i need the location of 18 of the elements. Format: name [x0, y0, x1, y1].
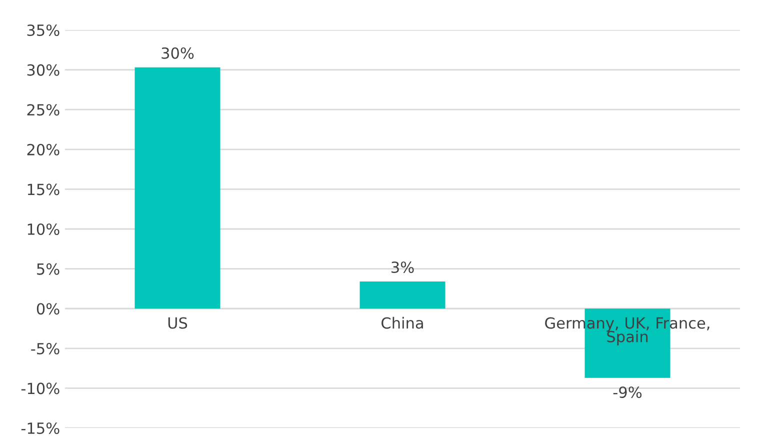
x-tick-label: China: [382, 316, 423, 329]
data-label: 30%: [162, 47, 194, 59]
y-tick-label: 35%: [27, 24, 60, 36]
y-tick-label: 15%: [28, 184, 60, 196]
x-tick-label: US: [168, 317, 188, 329]
data-label: -9%: [613, 386, 642, 398]
data-label: 3%: [392, 261, 414, 274]
y-tick-label: 25%: [27, 104, 60, 116]
y-tick-label: 20%: [27, 144, 60, 156]
y-tick-label: -5%: [31, 342, 60, 354]
bar: [360, 282, 446, 309]
bar: [134, 67, 220, 309]
y-tick-label: 30%: [27, 64, 60, 76]
y-tick-label: -10%: [21, 382, 60, 394]
y-tick-label: 10%: [28, 223, 60, 236]
y-tick-label: 5%: [37, 263, 60, 275]
y-tick-label: -15%: [21, 422, 60, 434]
y-tick-label: 0%: [36, 303, 60, 315]
